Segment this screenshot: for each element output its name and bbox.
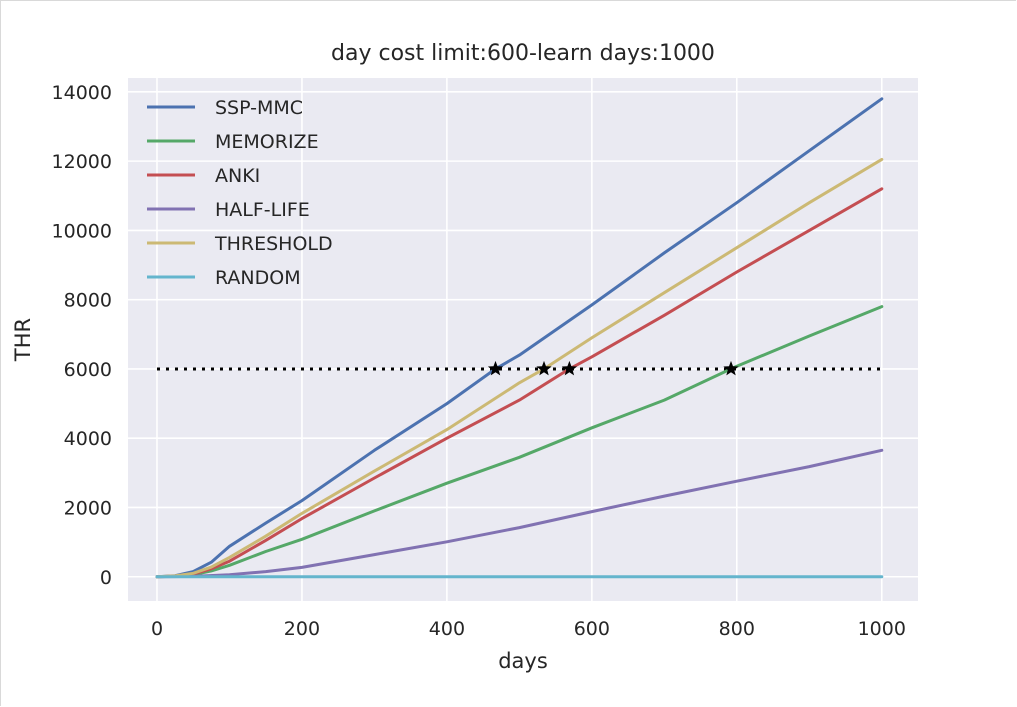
marker-group — [487, 360, 739, 376]
star-marker — [561, 360, 577, 376]
x-tick-label: 800 — [719, 618, 755, 640]
plot-area — [128, 78, 918, 601]
legend-label: RANDOM — [215, 267, 301, 289]
legend-label: MEMORIZE — [215, 131, 319, 153]
x-tick-labels: 0 200 400 600 800 1000 — [151, 618, 906, 640]
legend-label: ANKI — [215, 165, 260, 187]
x-tick-label: 0 — [151, 618, 163, 640]
y-tick-label: 2000 — [64, 497, 112, 519]
y-tick-label: 14000 — [52, 82, 112, 104]
star-marker — [723, 360, 739, 376]
y-tick-label: 12000 — [52, 151, 112, 173]
star-marker — [487, 360, 504, 376]
y-tick-labels: 0 2000 4000 6000 8000 10000 12000 14000 — [52, 82, 112, 589]
x-tick-label: 600 — [574, 618, 610, 640]
series-line-half-life — [155, 448, 884, 579]
series-line-threshold — [155, 157, 884, 579]
x-tick-label: 400 — [429, 618, 465, 640]
y-tick-label: 0 — [100, 567, 112, 589]
y-tick-label: 4000 — [64, 428, 112, 450]
y-tick-label: 10000 — [52, 220, 112, 242]
y-tick-label: 6000 — [64, 359, 112, 381]
x-axis-label: days — [498, 649, 548, 673]
series-line-ssp-mmc — [155, 97, 884, 579]
legend: SSP-MMC MEMORIZE ANKI HALF-LIFE THRESHOLD RAN… — [147, 97, 333, 289]
legend-label: SSP-MMC — [215, 97, 303, 119]
star-marker — [536, 360, 552, 376]
legend-label: HALF-LIFE — [215, 199, 310, 221]
chart-title: day cost limit:600-learn days:1000 — [331, 41, 715, 66]
y-axis-label: THR — [11, 318, 35, 362]
y-tick-label: 8000 — [64, 290, 112, 312]
legend-label: THRESHOLD — [214, 233, 333, 255]
x-tick-label: 200 — [284, 618, 320, 640]
x-tick-label: 1000 — [858, 618, 906, 640]
